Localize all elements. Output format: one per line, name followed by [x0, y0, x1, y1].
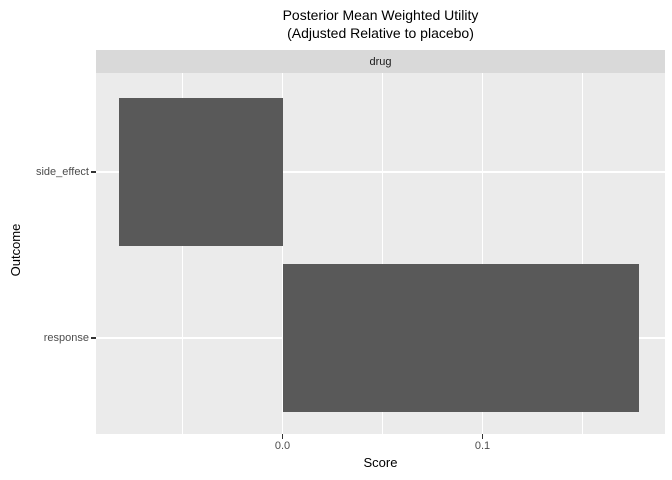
major-gridline-horizontal	[96, 171, 665, 173]
x-tick-label: 0.0	[274, 439, 291, 452]
minor-gridline-vertical	[382, 73, 383, 434]
y-tick-mark	[90, 337, 96, 339]
y-tick-label-response: response	[43, 332, 89, 344]
y-axis-title: Outcome	[8, 223, 23, 277]
y-tick-label-side_effect: side_effect	[35, 166, 89, 178]
major-gridline-vertical	[281, 73, 284, 434]
bar-side_effect	[118, 98, 283, 246]
x-tick-mark	[281, 434, 284, 439]
major-gridline-vertical	[481, 73, 484, 434]
chart-title-line2: (Adjusted Relative to placebo)	[287, 24, 474, 41]
facet-strip: drug	[96, 50, 665, 73]
x-tick-mark	[481, 434, 484, 439]
x-axis-title: Score	[363, 455, 398, 470]
chart-title-line1: Posterior Mean Weighted Utility	[282, 7, 479, 23]
plot-panel	[96, 73, 665, 434]
facet-strip-label: drug	[369, 55, 392, 68]
bar-response	[282, 264, 639, 412]
chart-title: Posterior Mean Weighted Utility (Adjuste…	[96, 7, 665, 42]
y-tick-mark	[90, 171, 96, 173]
minor-gridline-vertical	[582, 73, 583, 434]
minor-gridline-vertical	[182, 73, 183, 434]
x-tick-label: 0.1	[474, 439, 491, 452]
